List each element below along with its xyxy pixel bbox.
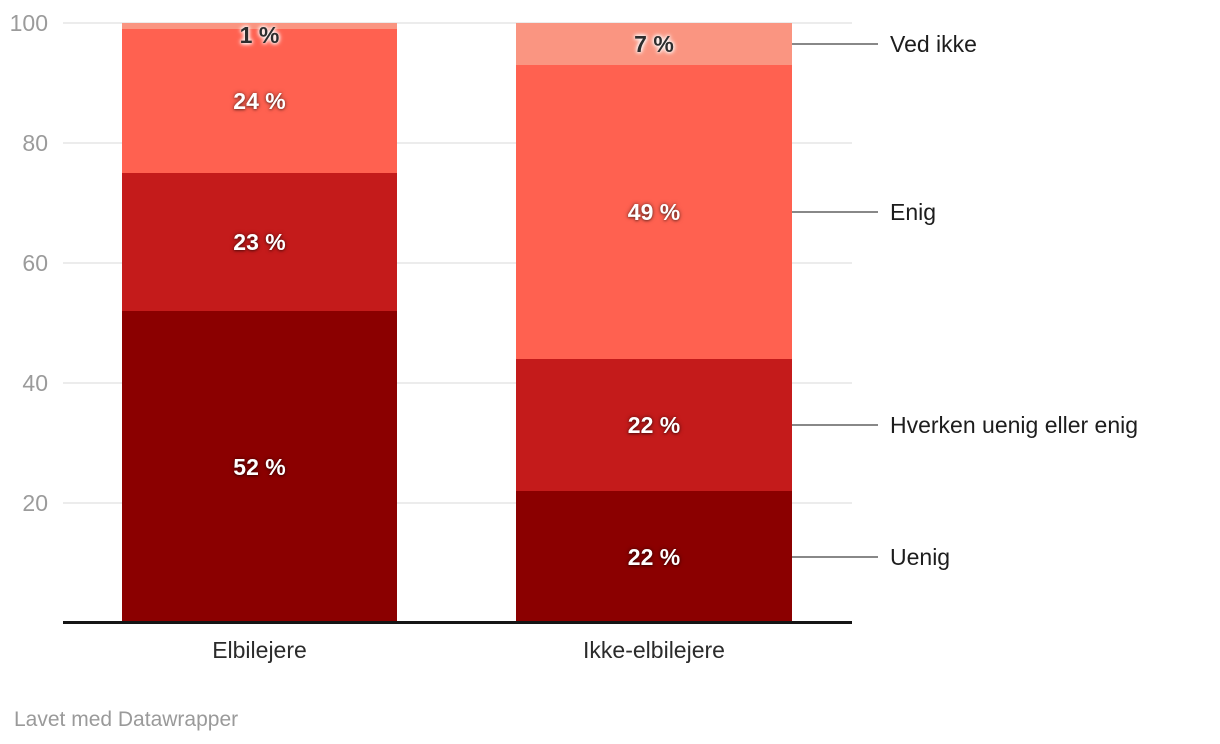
legend-item-label: Ved ikke <box>890 31 977 57</box>
bar-segment <box>122 173 397 311</box>
legend-item-label: Enig <box>890 199 937 225</box>
y-axis-tick-label: 20 <box>22 490 48 516</box>
legend-connector-line <box>792 556 878 558</box>
bar-segment <box>122 29 397 173</box>
legend-item-label: Uenig <box>890 544 951 570</box>
y-gridline <box>63 22 852 24</box>
bar-segment <box>516 491 792 623</box>
x-axis-category-label: Ikke-elbilejere <box>583 637 725 663</box>
x-axis-category-label: Elbilejere <box>212 637 307 663</box>
bar-value-label: 7 % <box>634 31 674 57</box>
legend-connector-line <box>792 43 878 45</box>
footer-credit: Lavet med Datawrapper <box>14 708 239 731</box>
y-axis-tick-label: 40 <box>22 370 48 396</box>
bar-segment <box>122 311 397 623</box>
y-gridline <box>63 382 852 384</box>
bar-segment <box>516 65 792 359</box>
legend-connector-line <box>792 424 878 426</box>
bar-segment <box>516 359 792 491</box>
legend-connector-line <box>792 211 878 213</box>
bar-value-label: 52 % <box>233 454 286 480</box>
bar-value-label: 23 % <box>233 229 286 255</box>
y-gridline <box>63 142 852 144</box>
bar-value-label: 24 % <box>233 88 286 114</box>
bar-value-label: 49 % <box>627 199 681 225</box>
legend-item-label: Hverken uenig eller enig <box>890 412 1139 438</box>
bar-value-label: 1 % <box>239 22 280 48</box>
y-axis-tick-label: 60 <box>22 250 48 276</box>
y-axis-tick-label: 80 <box>22 130 48 156</box>
bar-value-label: 22 % <box>627 544 681 570</box>
y-axis-tick-label: 100 <box>9 10 48 36</box>
bar-value-label: 22 % <box>627 412 681 438</box>
y-gridline <box>63 262 852 264</box>
x-axis-line <box>63 621 852 624</box>
y-gridline <box>63 502 852 504</box>
bar-segment <box>122 23 397 29</box>
bar-segment <box>516 23 792 65</box>
